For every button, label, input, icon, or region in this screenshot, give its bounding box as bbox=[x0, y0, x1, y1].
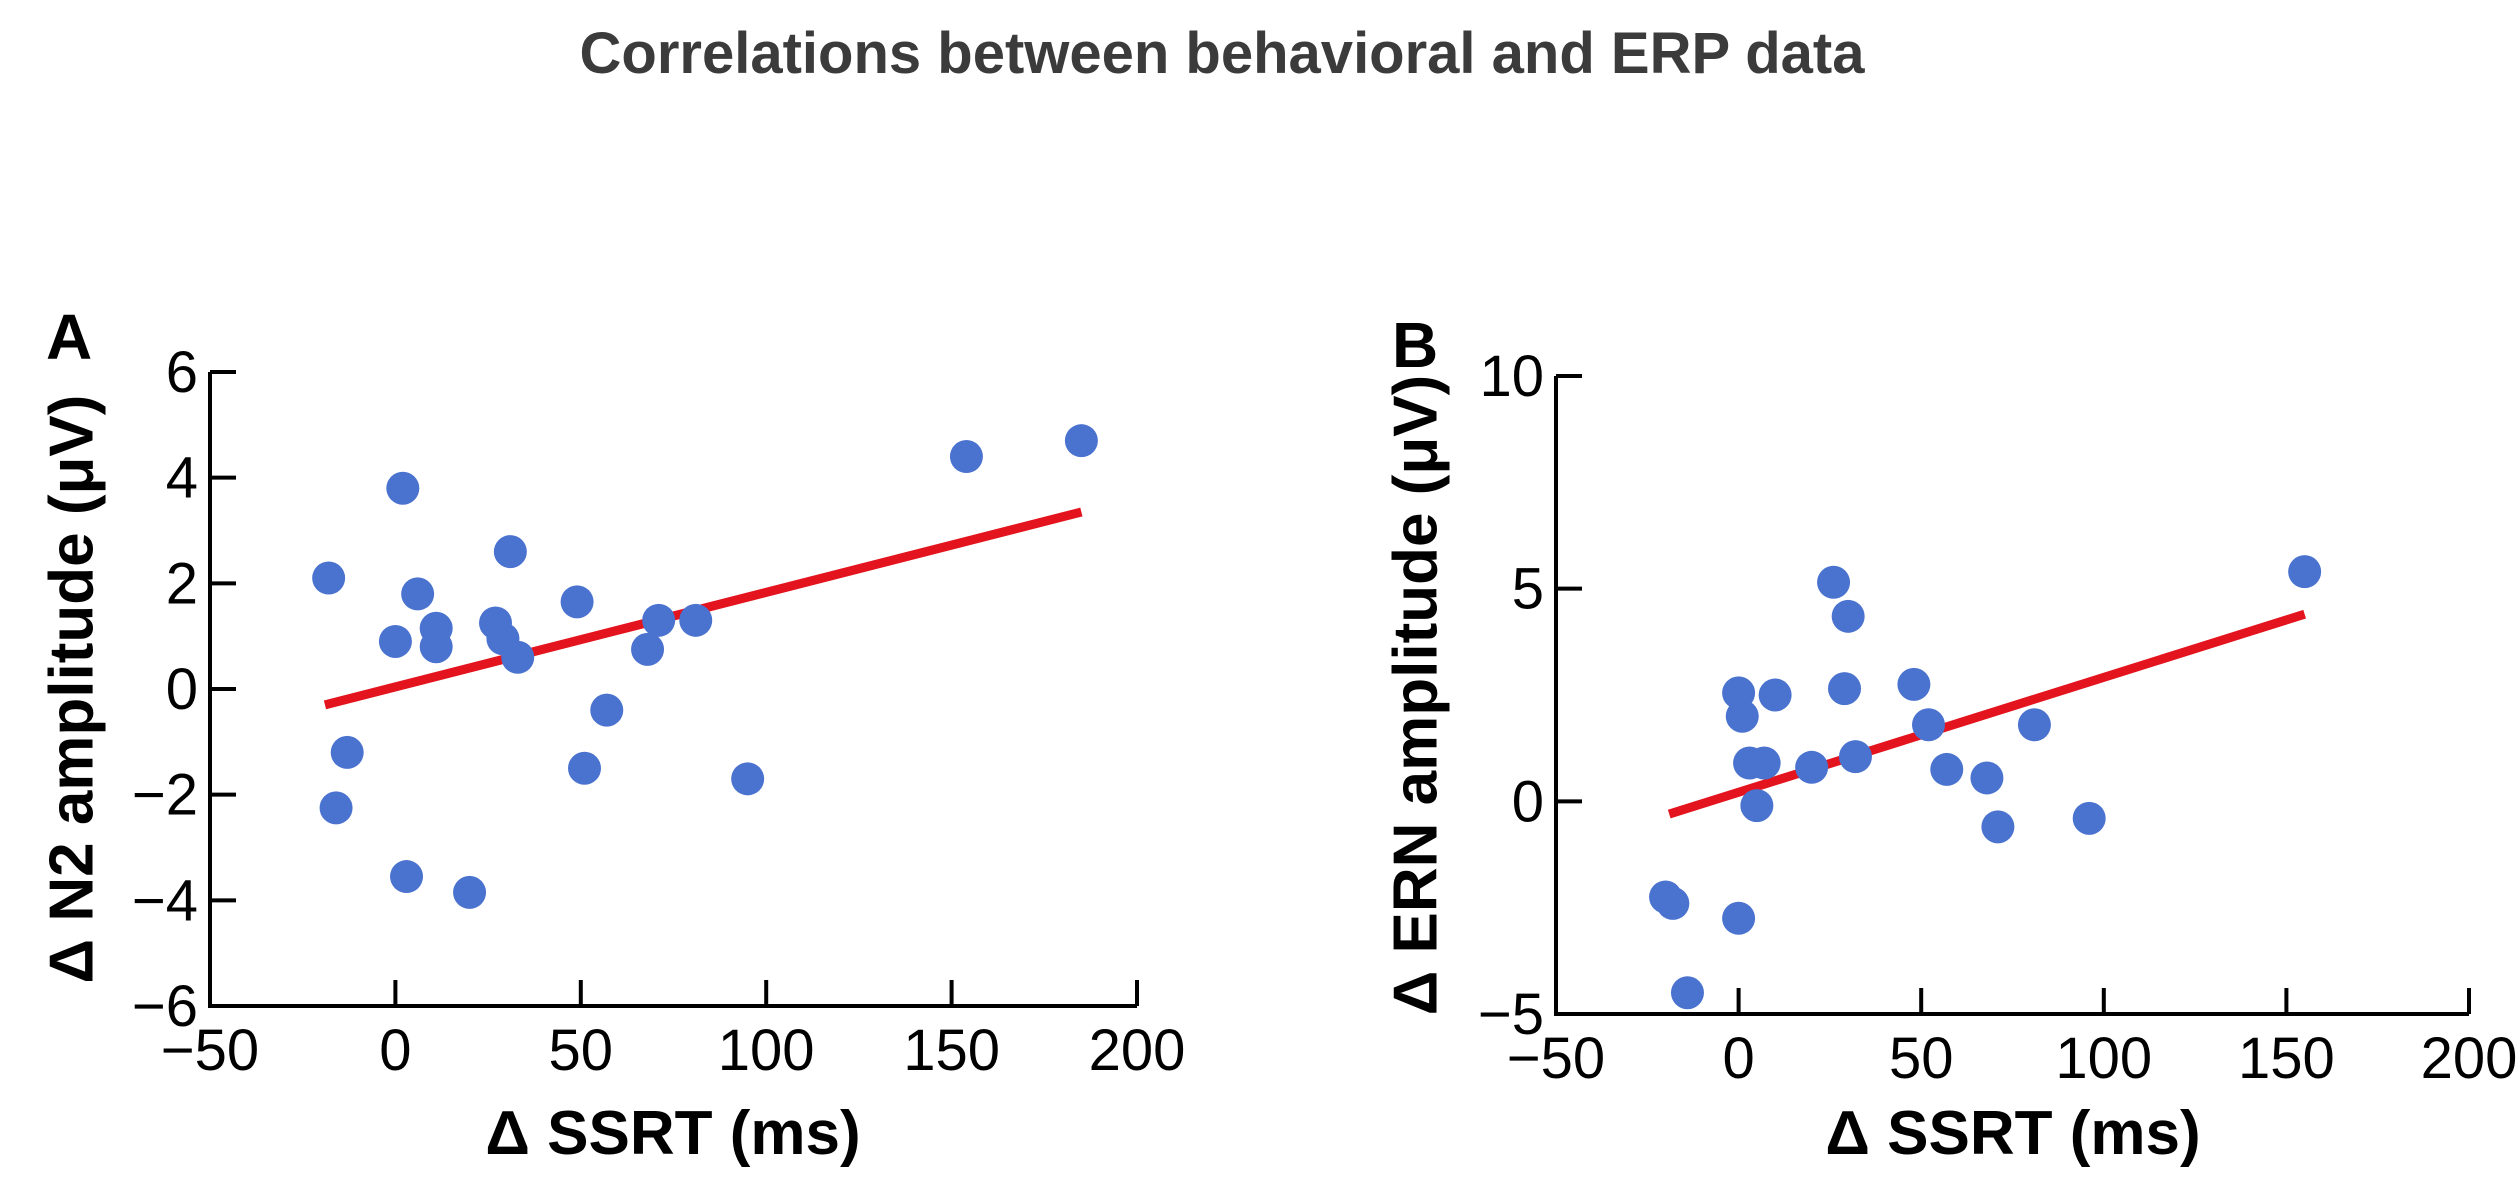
trend-line bbox=[1667, 609, 2307, 819]
data-point bbox=[1981, 810, 2015, 844]
data-point bbox=[590, 693, 624, 727]
panel-a-yaxis-title: Δ N2 amplitude (μV) bbox=[37, 394, 107, 984]
data-point bbox=[642, 603, 676, 637]
x-tick-label: 0 bbox=[379, 1018, 411, 1083]
x-tick-label: 100 bbox=[718, 1018, 815, 1083]
data-point bbox=[2288, 555, 2322, 589]
x-tick-label: 200 bbox=[2421, 1026, 2518, 1091]
axes-spines bbox=[208, 372, 1137, 1008]
data-point bbox=[386, 471, 420, 505]
data-point bbox=[1831, 599, 1865, 633]
data-point bbox=[2017, 708, 2051, 742]
data-point bbox=[1722, 901, 1756, 935]
panel-b-yaxis-title: Δ ERN amplitude (μV) bbox=[1381, 374, 1451, 1016]
data-point bbox=[330, 735, 364, 769]
data-point bbox=[1838, 740, 1872, 774]
data-point bbox=[731, 762, 765, 796]
data-point bbox=[949, 440, 983, 474]
data-point bbox=[378, 624, 412, 658]
y-tick-label: −4 bbox=[132, 868, 198, 933]
data-point bbox=[1828, 672, 1862, 706]
y-tick-label: 5 bbox=[1512, 557, 1544, 622]
data-point bbox=[1725, 699, 1759, 733]
x-tick-label: 50 bbox=[1889, 1026, 1954, 1091]
data-point bbox=[1758, 678, 1792, 712]
y-tick-label: 0 bbox=[166, 657, 198, 722]
y-tick-label: −6 bbox=[132, 974, 198, 1039]
data-point bbox=[1795, 750, 1829, 784]
data-point bbox=[568, 751, 602, 785]
x-tick-label: 200 bbox=[1089, 1018, 1186, 1083]
data-point bbox=[453, 875, 487, 909]
x-tick-label: −50 bbox=[161, 1018, 259, 1083]
figure-title: Correlations between behavioral and ERP … bbox=[579, 21, 1865, 86]
y-tick-label: 2 bbox=[166, 551, 198, 616]
data-point bbox=[312, 561, 346, 595]
x-tick-label: 100 bbox=[2055, 1026, 2152, 1091]
data-point bbox=[1930, 752, 1964, 786]
data-point bbox=[390, 860, 424, 894]
data-point bbox=[2072, 801, 2106, 835]
panel-b-label: B bbox=[1392, 309, 1439, 381]
x-tick-label: 150 bbox=[2238, 1026, 2335, 1091]
data-point bbox=[1970, 761, 2004, 795]
panel-a-label: A bbox=[46, 301, 93, 373]
data-point bbox=[679, 603, 713, 637]
y-tick-label: 6 bbox=[166, 340, 198, 405]
panel-a-chart: −50 0 50 100 150 200 −6 −4 −2 0 2 4 6 bbox=[132, 340, 1186, 1083]
x-tick-label: 150 bbox=[903, 1018, 1000, 1083]
data-point bbox=[319, 791, 353, 825]
x-tick-label: 50 bbox=[549, 1018, 614, 1083]
data-point bbox=[1897, 667, 1931, 701]
data-point bbox=[1656, 886, 1690, 920]
y-tick-label: −5 bbox=[1478, 982, 1544, 1047]
data-point bbox=[501, 640, 535, 674]
panel-a-xaxis-title: Δ SSRT (ms) bbox=[485, 1099, 861, 1168]
data-point bbox=[1670, 976, 1704, 1010]
data-point bbox=[1740, 789, 1774, 823]
data-point bbox=[1912, 708, 1946, 742]
data-point bbox=[560, 585, 594, 619]
y-tick-label: 10 bbox=[1479, 344, 1544, 409]
data-point bbox=[1064, 424, 1098, 458]
x-tick-label: −50 bbox=[1507, 1026, 1605, 1091]
data-point bbox=[419, 630, 453, 664]
data-point bbox=[1817, 565, 1851, 599]
axes-spines bbox=[1554, 376, 2469, 1016]
y-tick-label: 4 bbox=[166, 446, 198, 511]
data-point bbox=[1747, 746, 1781, 780]
x-tick-label: 0 bbox=[1722, 1026, 1754, 1091]
data-point bbox=[493, 535, 527, 569]
data-point bbox=[631, 632, 665, 666]
panel-b-xaxis-title: Δ SSRT (ms) bbox=[1825, 1099, 2201, 1168]
y-tick-label: 0 bbox=[1512, 769, 1544, 834]
y-tick-label: −2 bbox=[132, 763, 198, 828]
data-point bbox=[401, 577, 435, 611]
